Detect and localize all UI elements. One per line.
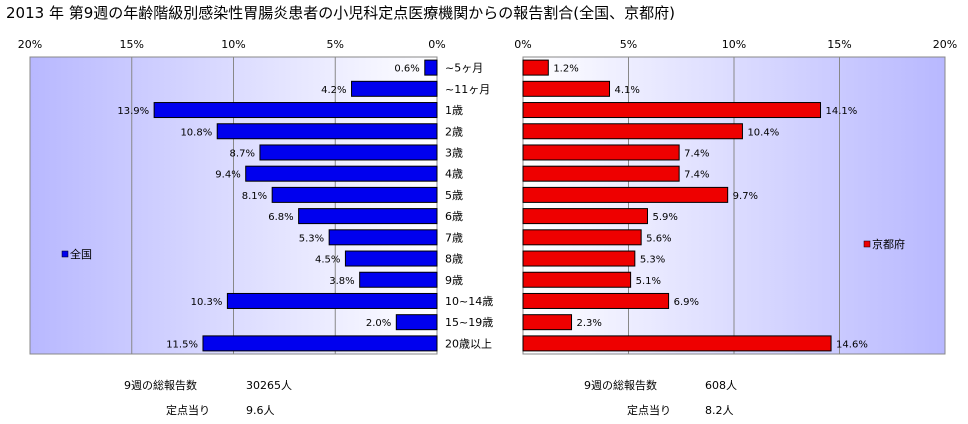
category-label: 2歳: [445, 125, 463, 138]
left-axis-tick-label: 0%: [428, 38, 445, 51]
category-label: 10~14歳: [445, 295, 493, 308]
category-label: 7歳: [445, 231, 463, 244]
legend-label-kyoto: 京都府: [872, 237, 905, 251]
right-bar-label: 7.4%: [684, 170, 709, 181]
right-axis-tick-label: 20%: [933, 38, 957, 51]
left-bar-label: 8.1%: [242, 191, 267, 202]
left-bar: [298, 208, 438, 225]
right-bar: [522, 335, 832, 352]
right-bar-label: 9.7%: [733, 191, 758, 202]
left-bar-label: 4.5%: [315, 255, 340, 266]
left-bar-label: 0.6%: [394, 64, 419, 75]
left-bar: [259, 144, 438, 161]
right-bar-label: 1.2%: [553, 64, 578, 75]
right-total-label: 9週の総報告数: [584, 378, 657, 392]
left-axis-tick-label: 10%: [221, 38, 245, 51]
left-axis-tick-label: 5%: [327, 38, 344, 51]
right-bar: [522, 250, 636, 267]
right-per-value: 8.2人: [705, 404, 734, 417]
right-bar: [522, 186, 729, 203]
right-total-value: 608人: [705, 379, 737, 392]
left-per-value: 9.6人: [246, 404, 275, 417]
category-label: 20歳以上: [445, 337, 492, 350]
right-bar-label: 4.1%: [615, 85, 640, 96]
category-label: ~5ヶ月: [445, 62, 483, 75]
category-label: 15~19歳: [445, 316, 493, 329]
right-bar: [522, 314, 573, 331]
left-bar: [226, 292, 438, 309]
left-bar-label: 3.8%: [329, 276, 354, 287]
legend-swatch-zenkoku: [61, 250, 69, 258]
left-per-label: 定点当り: [166, 403, 210, 417]
right-axis-tick-label: 5%: [620, 38, 637, 51]
category-label: ~11ヶ月: [445, 83, 490, 96]
right-axis-tick-label: 10%: [722, 38, 746, 51]
category-label: 8歳: [445, 253, 463, 266]
left-bar: [271, 186, 438, 203]
left-bar: [351, 80, 438, 97]
right-bar-label: 5.9%: [652, 212, 677, 223]
right-bar: [522, 59, 549, 76]
left-axis-tick-label: 20%: [18, 38, 42, 51]
category-label: 9歳: [445, 274, 463, 287]
left-bar: [328, 229, 438, 246]
right-bar: [522, 144, 680, 161]
left-bar: [202, 335, 438, 352]
left-bar-label: 13.9%: [117, 106, 149, 117]
right-bar-label: 10.4%: [747, 127, 779, 138]
right-bar-label: 6.9%: [674, 297, 699, 308]
right-bar: [522, 123, 743, 140]
right-bar: [522, 229, 642, 246]
left-bar-label: 4.2%: [321, 85, 346, 96]
left-bar: [216, 123, 438, 140]
right-bar: [522, 208, 648, 225]
category-label: 3歳: [445, 146, 463, 159]
left-bar: [395, 314, 438, 331]
right-bar-label: 2.3%: [577, 318, 602, 329]
right-bar-label: 5.6%: [646, 233, 671, 244]
right-axis-tick-label: 15%: [827, 38, 851, 51]
category-label: 4歳: [445, 168, 463, 181]
left-bar: [245, 165, 438, 182]
right-bar-label: 5.3%: [640, 255, 665, 266]
left-bar-label: 10.8%: [180, 127, 212, 138]
right-bar-label: 5.1%: [636, 276, 661, 287]
left-bar-label: 11.5%: [166, 339, 198, 350]
left-bar-label: 9.4%: [215, 170, 240, 181]
left-total-label: 9週の総報告数: [124, 378, 197, 392]
left-bar-label: 6.8%: [268, 212, 293, 223]
left-bar: [344, 250, 438, 267]
legend-swatch-kyoto: [863, 240, 871, 248]
right-bar-label: 14.1%: [826, 106, 858, 117]
left-bar: [359, 271, 438, 288]
left-bar-label: 10.3%: [191, 297, 223, 308]
right-axis-tick-label: 0%: [514, 38, 531, 51]
chart-title: 2013 年 第9週の年齢階級別感染性胃腸炎患者の小児科定点医療機関からの報告割…: [6, 4, 675, 22]
right-bar: [522, 271, 632, 288]
category-label: 1歳: [445, 104, 463, 117]
right-bar: [522, 292, 670, 309]
left-bar-label: 2.0%: [366, 318, 391, 329]
right-per-label: 定点当り: [627, 403, 671, 417]
right-bar: [522, 102, 822, 119]
category-label: 5歳: [445, 189, 463, 202]
left-axis-tick-label: 15%: [120, 38, 144, 51]
left-bar-label: 5.3%: [299, 233, 324, 244]
left-bar: [424, 59, 438, 76]
left-total-value: 30265人: [246, 379, 292, 392]
right-bar: [522, 80, 611, 97]
right-bar: [522, 165, 680, 182]
right-bar-label: 7.4%: [684, 148, 709, 159]
legend-label-zenkoku: 全国: [70, 247, 92, 261]
left-bar: [153, 102, 438, 119]
right-bar-label: 14.6%: [836, 339, 868, 350]
left-bar-label: 8.7%: [230, 148, 255, 159]
category-label: 6歳: [445, 210, 463, 223]
